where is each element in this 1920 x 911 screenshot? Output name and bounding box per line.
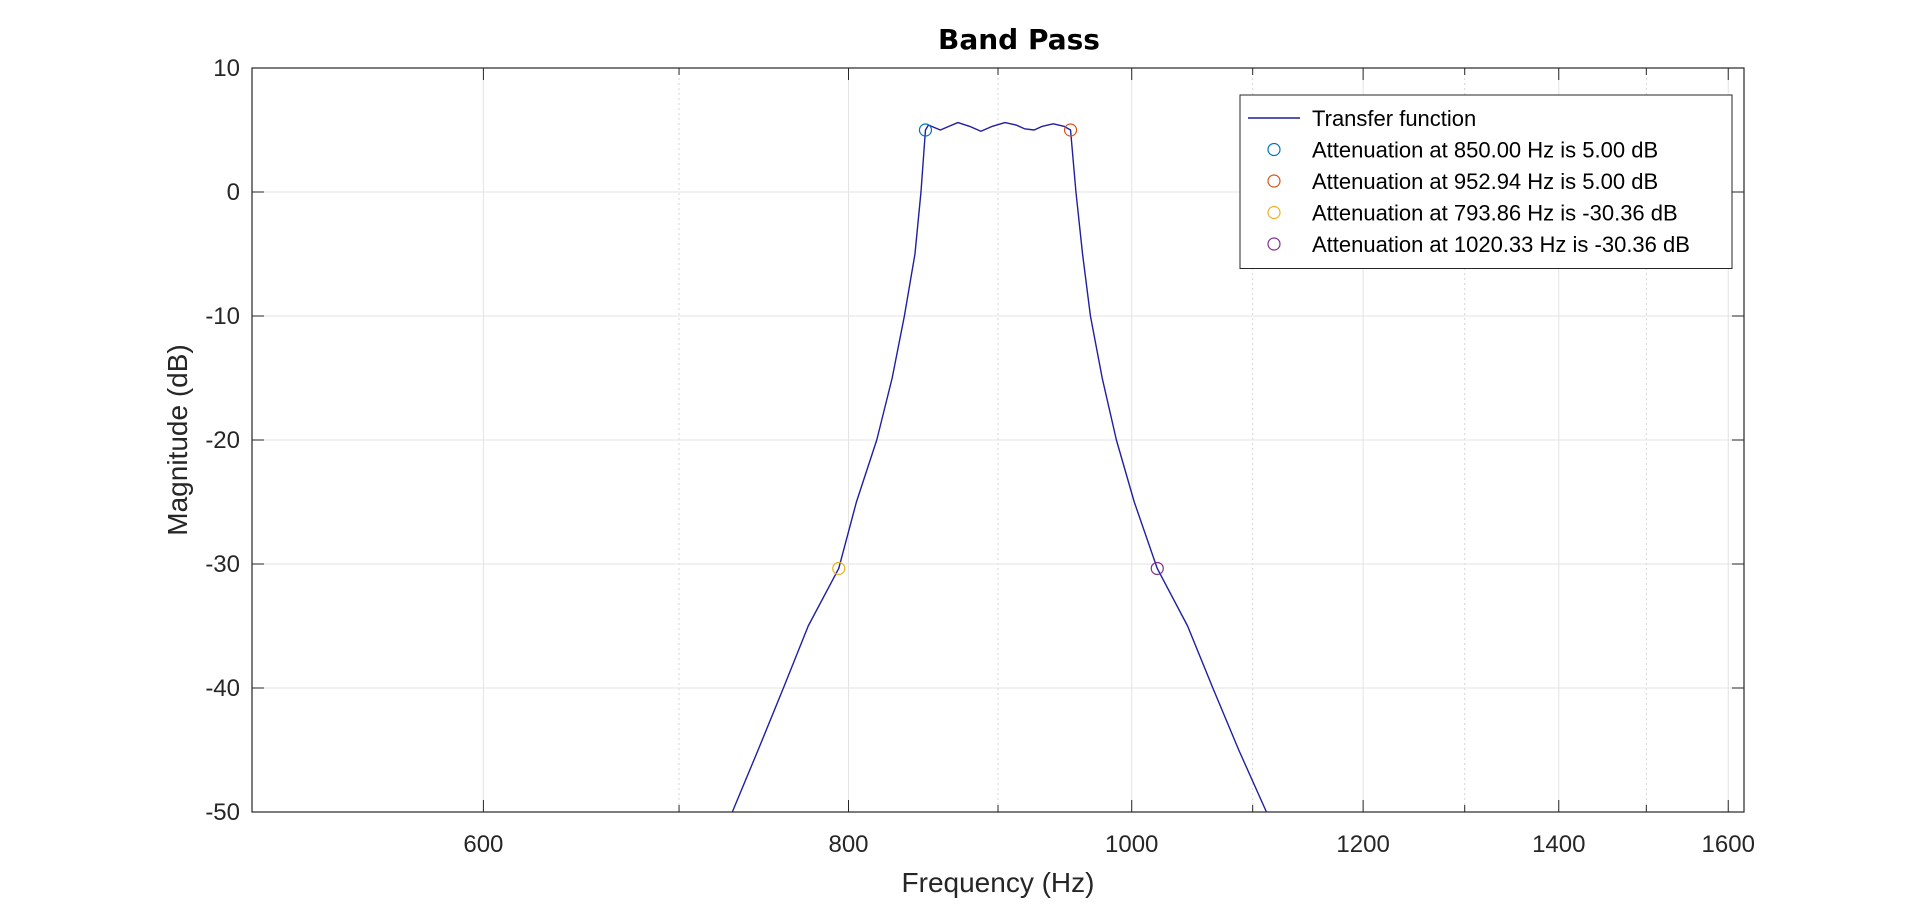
- x-tick-label: 1400: [1532, 831, 1585, 858]
- transfer-function-line: [731, 121, 1268, 813]
- attenuation-marker: [1150, 561, 1164, 576]
- series: [731, 121, 1268, 813]
- legend: Transfer function Attenuation at 850.00 H…: [1239, 94, 1733, 269]
- y-tick-label: -30: [205, 551, 240, 578]
- x-axis-title: Frequency (Hz): [902, 867, 1095, 898]
- x-tick-label: 800: [828, 831, 868, 858]
- legend-marker-swatch: [1267, 205, 1281, 220]
- x-tick-label: 1200: [1336, 831, 1389, 858]
- legend-entry: Attenuation at 1020.33 Hz is -30.36 dB: [1312, 232, 1690, 257]
- x-tick-label: 1600: [1702, 831, 1755, 858]
- legend-entry: Attenuation at 952.94 Hz is 5.00 dB: [1312, 169, 1658, 194]
- legend-marker-swatch: [1267, 142, 1281, 157]
- x-tick-label: 1000: [1105, 831, 1158, 858]
- attenuation-marker: [1063, 123, 1078, 137]
- axes: 600 800 1000 1200 1400 1600 10 0 -10 -20 -30 -40 -50: [205, 55, 1755, 858]
- y-tick-label: -50: [205, 799, 240, 826]
- legend-box: [1239, 94, 1733, 269]
- legend-marker-swatch: [1267, 237, 1281, 251]
- legend-entry: Transfer function: [1312, 106, 1476, 131]
- legend-marker-swatch: [1267, 174, 1281, 188]
- y-tick-label: -40: [205, 675, 240, 702]
- x-tick-label: 600: [463, 831, 503, 858]
- attenuation-marker: [918, 123, 933, 137]
- y-tick-label: 10: [213, 55, 240, 82]
- attenuation-marker: [832, 561, 846, 576]
- plot-frame: [251, 67, 1745, 813]
- y-axis-title: Magnitude (dB): [162, 344, 193, 535]
- chart-title: Band Pass: [938, 23, 1100, 56]
- legend-entry: Attenuation at 793.86 Hz is -30.36 dB: [1312, 201, 1678, 226]
- legend-entry: Attenuation at 850.00 Hz is 5.00 dB: [1312, 138, 1658, 163]
- y-tick-label: -10: [205, 303, 240, 330]
- y-tick-label: -20: [205, 427, 240, 454]
- y-tick-label: 0: [227, 179, 240, 206]
